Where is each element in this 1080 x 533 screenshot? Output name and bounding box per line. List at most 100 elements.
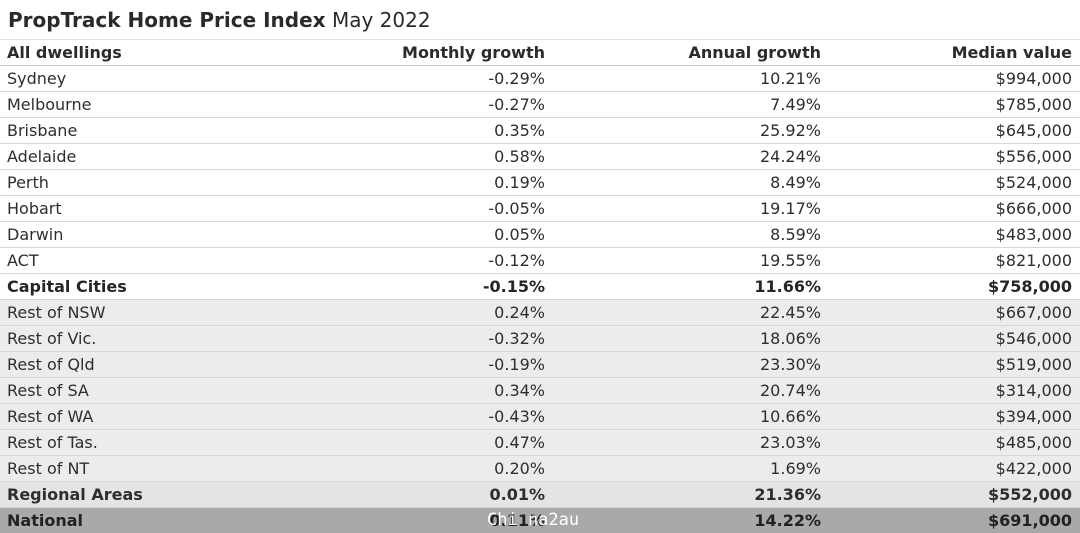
annual-cell: 24.24% (564, 143, 832, 170)
region-cell: Sydney (0, 65, 300, 92)
header-annual-growth: Annual growth (564, 39, 832, 66)
region-cell: Rest of SA (0, 377, 300, 404)
annual-cell: 8.49% (564, 169, 832, 196)
monthly-cell: 0.58% (300, 143, 564, 170)
monthly-cell: 0.05% (300, 221, 564, 248)
annual-cell: 10.21% (564, 65, 832, 92)
median-cell: $691,000 (832, 507, 1080, 533)
monthly-cell: 0.19% (300, 169, 564, 196)
table-row: Melbourne -0.27% 7.49% $785,000 (0, 91, 1080, 118)
annual-cell: 1.69% (564, 455, 832, 482)
table-body: Sydney -0.29% 10.21% $994,000 Melbourne -0.2… (0, 65, 1080, 533)
region-cell: Brisbane (0, 117, 300, 144)
regional-areas-total-row: Regional Areas 0.01% 21.36% $552,000 (0, 481, 1080, 508)
title-period: May 2022 (331, 8, 431, 32)
national-total-row: National 0.11% 14.22% $691,000 (0, 507, 1080, 533)
region-cell: Melbourne (0, 91, 300, 118)
median-cell: $546,000 (832, 325, 1080, 352)
header-all-dwellings: All dwellings (0, 39, 300, 66)
page-title: PropTrack Home Price Index May 2022 (8, 5, 431, 35)
region-cell: Regional Areas (0, 481, 300, 508)
monthly-cell: -0.43% (300, 403, 564, 430)
table-row: Hobart -0.05% 19.17% $666,000 (0, 195, 1080, 222)
header-monthly-growth: Monthly growth (300, 39, 564, 66)
price-index-table: All dwellings Monthly growth Annual grow… (0, 39, 1080, 533)
median-cell: $422,000 (832, 455, 1080, 482)
table-row: Brisbane 0.35% 25.92% $645,000 (0, 117, 1080, 144)
watermark-text: Chi na2au (487, 510, 580, 530)
median-cell: $667,000 (832, 299, 1080, 326)
region-cell: Perth (0, 169, 300, 196)
table-row: Darwin 0.05% 8.59% $483,000 (0, 221, 1080, 248)
annual-cell: 25.92% (564, 117, 832, 144)
table-row: Rest of SA 0.34% 20.74% $314,000 (0, 377, 1080, 404)
region-cell: National (0, 507, 300, 533)
region-cell: Rest of NSW (0, 299, 300, 326)
monthly-cell: -0.27% (300, 91, 564, 118)
region-cell: Rest of Tas. (0, 429, 300, 456)
monthly-cell: -0.15% (300, 273, 564, 300)
table-row: Rest of Tas. 0.47% 23.03% $485,000 (0, 429, 1080, 456)
annual-cell: 20.74% (564, 377, 832, 404)
monthly-cell: 0.20% (300, 455, 564, 482)
median-cell: $556,000 (832, 143, 1080, 170)
annual-cell: 18.06% (564, 325, 832, 352)
region-cell: Capital Cities (0, 273, 300, 300)
table-header-row: All dwellings Monthly growth Annual grow… (0, 39, 1080, 66)
median-cell: $821,000 (832, 247, 1080, 274)
median-cell: $394,000 (832, 403, 1080, 430)
monthly-cell: 0.01% (300, 481, 564, 508)
capital-cities-total-row: Capital Cities -0.15% 11.66% $758,000 (0, 273, 1080, 300)
median-cell: $666,000 (832, 195, 1080, 222)
table-row: Rest of WA -0.43% 10.66% $394,000 (0, 403, 1080, 430)
annual-cell: 23.30% (564, 351, 832, 378)
annual-cell: 14.22% (564, 507, 832, 533)
monthly-cell: -0.05% (300, 195, 564, 222)
monthly-cell: -0.19% (300, 351, 564, 378)
monthly-cell: -0.29% (300, 65, 564, 92)
monthly-cell: 0.24% (300, 299, 564, 326)
median-cell: $524,000 (832, 169, 1080, 196)
region-cell: Rest of Qld (0, 351, 300, 378)
median-cell: $994,000 (832, 65, 1080, 92)
median-cell: $485,000 (832, 429, 1080, 456)
annual-cell: 19.55% (564, 247, 832, 274)
median-cell: $785,000 (832, 91, 1080, 118)
table-row: Adelaide 0.58% 24.24% $556,000 (0, 143, 1080, 170)
table-row: Rest of Vic. -0.32% 18.06% $546,000 (0, 325, 1080, 352)
region-cell: Rest of Vic. (0, 325, 300, 352)
region-cell: Adelaide (0, 143, 300, 170)
annual-cell: 7.49% (564, 91, 832, 118)
table-row: Perth 0.19% 8.49% $524,000 (0, 169, 1080, 196)
annual-cell: 10.66% (564, 403, 832, 430)
median-cell: $314,000 (832, 377, 1080, 404)
median-cell: $483,000 (832, 221, 1080, 248)
monthly-cell: 0.35% (300, 117, 564, 144)
table-row: Sydney -0.29% 10.21% $994,000 (0, 65, 1080, 92)
monthly-cell: 0.34% (300, 377, 564, 404)
annual-cell: 22.45% (564, 299, 832, 326)
annual-cell: 8.59% (564, 221, 832, 248)
header-median-value: Median value (832, 39, 1080, 66)
monthly-cell: 0.47% (300, 429, 564, 456)
table-row: ACT -0.12% 19.55% $821,000 (0, 247, 1080, 274)
region-cell: Rest of NT (0, 455, 300, 482)
table-row: Rest of NSW 0.24% 22.45% $667,000 (0, 299, 1080, 326)
median-cell: $519,000 (832, 351, 1080, 378)
median-cell: $645,000 (832, 117, 1080, 144)
region-cell: Hobart (0, 195, 300, 222)
median-cell: $758,000 (832, 273, 1080, 300)
table-row: Rest of NT 0.20% 1.69% $422,000 (0, 455, 1080, 482)
title-brand: PropTrack Home Price Index (8, 8, 326, 32)
annual-cell: 19.17% (564, 195, 832, 222)
annual-cell: 21.36% (564, 481, 832, 508)
monthly-cell: -0.12% (300, 247, 564, 274)
region-cell: ACT (0, 247, 300, 274)
region-cell: Darwin (0, 221, 300, 248)
table-row: Rest of Qld -0.19% 23.30% $519,000 (0, 351, 1080, 378)
monthly-cell: 0.11% (300, 507, 564, 533)
monthly-cell: -0.32% (300, 325, 564, 352)
annual-cell: 11.66% (564, 273, 832, 300)
median-cell: $552,000 (832, 481, 1080, 508)
annual-cell: 23.03% (564, 429, 832, 456)
